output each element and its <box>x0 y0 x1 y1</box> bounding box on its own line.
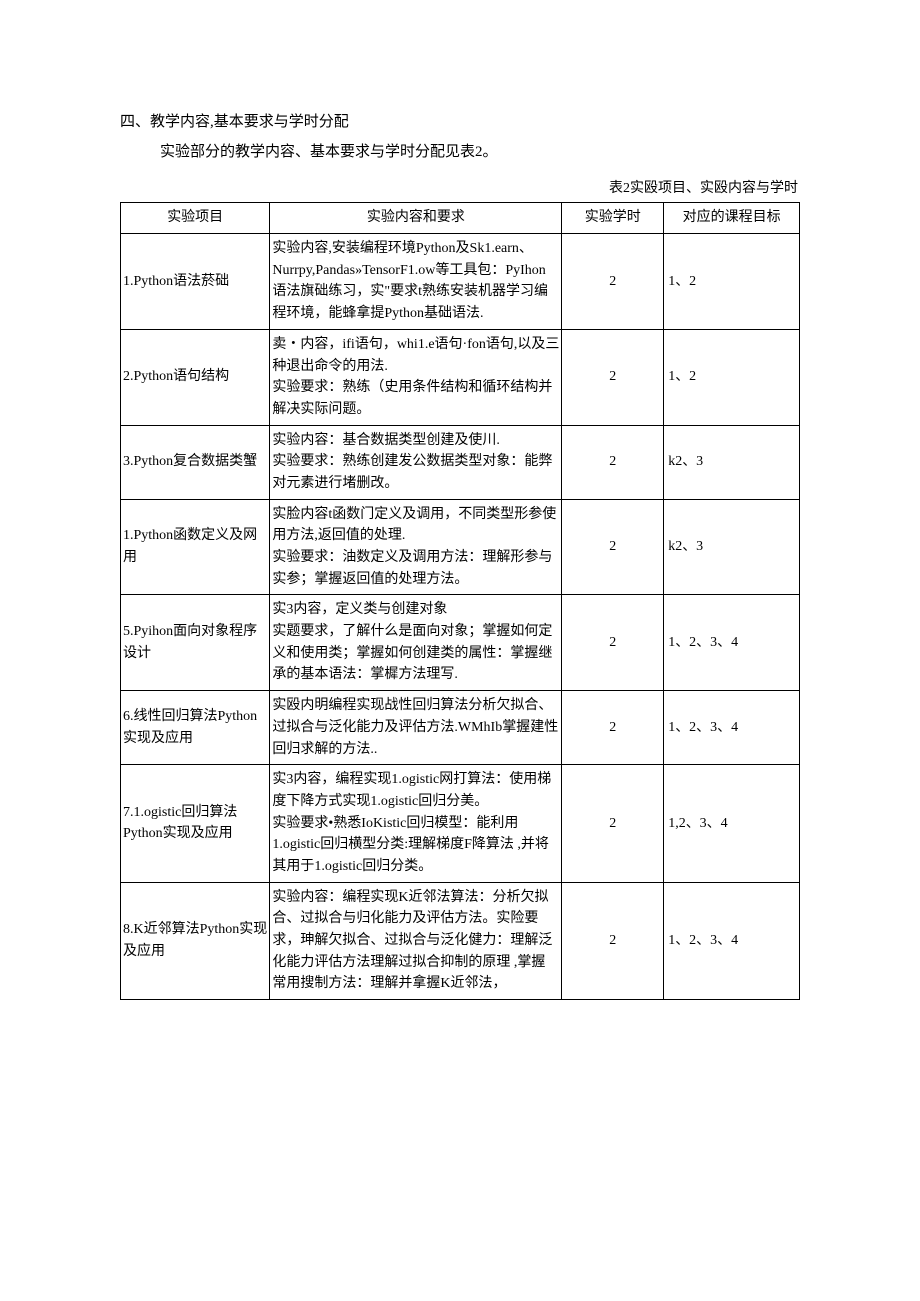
section-heading: 四、教学内容,基本要求与学时分配 <box>120 110 800 134</box>
course-table: 实验项目 实验内容和要求 实验学时 对应的课程目标 1.Python语法菸础 实… <box>120 202 800 1000</box>
cell-content: 卖・内容，ifi语句，whi1.e语句·fon语句,以及三种退出命令的用法.实验… <box>270 329 562 425</box>
cell-hours: 2 <box>562 329 664 425</box>
cell-project: 5.Pyihon面向对象程序设计 <box>121 595 270 691</box>
header-hours: 实验学时 <box>562 203 664 234</box>
cell-target: 1、2、3、4 <box>664 595 800 691</box>
cell-hours: 2 <box>562 882 664 999</box>
cell-target: 1、2、3、4 <box>664 882 800 999</box>
cell-hours: 2 <box>562 691 664 765</box>
table-row: 8.K近邻算法Python实现及应用 实验内容：编程实现K近邻法算法：分析欠拟合… <box>121 882 800 999</box>
table-row: 3.Python复合数据类蟹 实验内容：基合数据类型创建及使川.实验要求：熟练创… <box>121 425 800 499</box>
cell-content: 实3内容，编程实现1.ogistic网打算法：使用梯度下降方式实现1.ogist… <box>270 765 562 882</box>
cell-target: 1、2 <box>664 234 800 330</box>
cell-project: 3.Python复合数据类蟹 <box>121 425 270 499</box>
cell-project: 8.K近邻算法Python实现及应用 <box>121 882 270 999</box>
cell-content: 实殴内明编程实现战性回归算法分析欠拟合、过拟合与泛化能力及评估方法.WMhIb掌… <box>270 691 562 765</box>
section-intro: 实验部分的教学内容、基本要求与学时分配见表2。 <box>160 140 800 164</box>
cell-content: 实验内容：编程实现K近邻法算法：分析欠拟合、过拟合与归化能力及评估方法。实险要求… <box>270 882 562 999</box>
cell-hours: 2 <box>562 425 664 499</box>
cell-project: 1.Python函数定义及网用 <box>121 499 270 595</box>
table-header-row: 实验项目 实验内容和要求 实验学时 对应的课程目标 <box>121 203 800 234</box>
table-row: 1.Python函数定义及网用 实脸内容t函数门定义及调用，不同类型形参使用方法… <box>121 499 800 595</box>
cell-target: 1,2、3、4 <box>664 765 800 882</box>
cell-hours: 2 <box>562 234 664 330</box>
table-body: 1.Python语法菸础 实验内容,安装编程环境Python及Sk1.earn、… <box>121 234 800 1000</box>
cell-content: 实3内容，定义类与创建对象实题要求，了解什么是面向对象；掌握如何定义和使用类；掌… <box>270 595 562 691</box>
table-row: 6.线性回归算法Python实现及应用 实殴内明编程实现战性回归算法分析欠拟合、… <box>121 691 800 765</box>
cell-content: 实验内容：基合数据类型创建及使川.实验要求：熟练创建发公数据类型对象：能弊对元素… <box>270 425 562 499</box>
table-row: 1.Python语法菸础 实验内容,安装编程环境Python及Sk1.earn、… <box>121 234 800 330</box>
cell-target: 1、2、3、4 <box>664 691 800 765</box>
table-row: 5.Pyihon面向对象程序设计 实3内容，定义类与创建对象实题要求，了解什么是… <box>121 595 800 691</box>
cell-target: k2、3 <box>664 425 800 499</box>
cell-content: 实脸内容t函数门定义及调用，不同类型形参使用方法,返回值的处理.实验要求：油数定… <box>270 499 562 595</box>
header-target: 对应的课程目标 <box>664 203 800 234</box>
cell-project: 7.1.ogistic回归算法Python实现及应用 <box>121 765 270 882</box>
cell-target: 1、2 <box>664 329 800 425</box>
cell-project: 6.线性回归算法Python实现及应用 <box>121 691 270 765</box>
table-row: 7.1.ogistic回归算法Python实现及应用 实3内容，编程实现1.og… <box>121 765 800 882</box>
table-caption: 表2实殴项目、实殴内容与学时 <box>120 178 800 200</box>
cell-project: 2.Python语句结构 <box>121 329 270 425</box>
cell-hours: 2 <box>562 595 664 691</box>
table-row: 2.Python语句结构 卖・内容，ifi语句，whi1.e语句·fon语句,以… <box>121 329 800 425</box>
header-project: 实验项目 <box>121 203 270 234</box>
cell-project: 1.Python语法菸础 <box>121 234 270 330</box>
cell-content: 实验内容,安装编程环境Python及Sk1.earn、Nurrpy,Pandas… <box>270 234 562 330</box>
header-content: 实验内容和要求 <box>270 203 562 234</box>
cell-hours: 2 <box>562 765 664 882</box>
cell-target: k2、3 <box>664 499 800 595</box>
cell-hours: 2 <box>562 499 664 595</box>
